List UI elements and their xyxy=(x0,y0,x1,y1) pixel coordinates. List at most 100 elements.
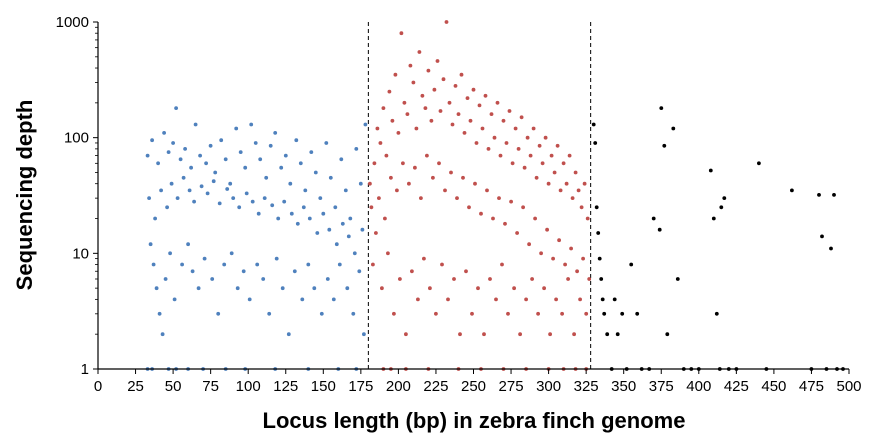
data-point xyxy=(419,196,423,201)
data-point xyxy=(602,311,607,316)
x-tick-label: 450 xyxy=(761,378,786,395)
data-point xyxy=(494,297,498,302)
data-point xyxy=(495,100,500,105)
data-point xyxy=(543,135,548,140)
data-point xyxy=(446,297,450,302)
data-point xyxy=(461,175,465,180)
data-point xyxy=(449,170,453,175)
data-point xyxy=(303,188,308,193)
data-point xyxy=(352,251,357,256)
x-tick-label: 175 xyxy=(348,378,373,395)
data-point xyxy=(166,150,171,155)
x-tick-label: 25 xyxy=(127,378,144,395)
data-point xyxy=(790,188,794,193)
data-point xyxy=(575,269,579,274)
data-point xyxy=(714,311,719,316)
data-point xyxy=(351,311,356,316)
data-point xyxy=(438,109,443,113)
data-point xyxy=(324,141,329,145)
data-point xyxy=(318,196,323,201)
data-point xyxy=(757,161,761,166)
data-point xyxy=(600,297,605,302)
data-point xyxy=(659,106,664,110)
data-point xyxy=(399,31,404,36)
data-point xyxy=(378,141,383,145)
data-point xyxy=(507,109,512,113)
data-point xyxy=(416,297,420,302)
data-point xyxy=(402,100,407,105)
data-point xyxy=(190,269,195,274)
data-point xyxy=(435,59,440,63)
data-point xyxy=(662,143,667,148)
x-tick-label: 325 xyxy=(574,378,599,395)
series-1 xyxy=(145,106,368,371)
data-point xyxy=(579,205,584,210)
data-point xyxy=(651,216,656,221)
data-point xyxy=(360,227,365,232)
data-point xyxy=(380,286,384,291)
data-point xyxy=(181,175,186,180)
data-point xyxy=(665,332,670,337)
x-tick-label: 275 xyxy=(499,378,524,395)
data-point xyxy=(561,161,566,166)
data-point xyxy=(157,311,162,316)
data-point xyxy=(282,199,287,204)
data-point xyxy=(564,181,569,186)
data-point xyxy=(276,216,281,221)
data-point xyxy=(393,72,398,77)
data-point xyxy=(458,332,462,337)
data-point xyxy=(307,216,312,221)
data-point xyxy=(381,106,386,110)
data-point xyxy=(292,269,297,274)
data-point xyxy=(202,256,207,261)
data-point xyxy=(570,196,575,201)
data-point xyxy=(486,147,491,151)
data-point xyxy=(192,199,197,204)
series-2 xyxy=(368,20,592,371)
data-point xyxy=(596,231,601,235)
plot-area xyxy=(98,22,849,369)
data-point xyxy=(228,181,233,186)
x-tick-label: 375 xyxy=(649,378,674,395)
data-point xyxy=(196,286,201,291)
vertical-markers xyxy=(367,22,592,369)
data-point xyxy=(193,122,198,127)
data-point xyxy=(151,262,156,267)
data-point xyxy=(204,161,209,166)
data-point xyxy=(413,165,417,170)
data-point xyxy=(516,147,521,151)
data-point xyxy=(482,332,486,337)
data-point xyxy=(172,297,177,302)
x-tick-label: 200 xyxy=(386,378,411,395)
data-point xyxy=(267,311,272,316)
data-point xyxy=(231,196,236,201)
data-point xyxy=(337,262,342,267)
x-tick-label: 0 xyxy=(94,378,102,395)
data-point xyxy=(312,286,317,291)
data-point xyxy=(334,242,339,247)
x-tick-label: 50 xyxy=(165,378,182,395)
y-tick-label: 1000 xyxy=(56,14,89,31)
data-point xyxy=(429,118,434,123)
data-point xyxy=(165,205,170,210)
data-point xyxy=(519,115,524,120)
data-point xyxy=(249,122,254,127)
data-point xyxy=(315,231,320,235)
data-point xyxy=(283,153,288,158)
data-point xyxy=(268,143,273,148)
data-point xyxy=(597,256,602,261)
data-point xyxy=(327,227,332,232)
plot-background xyxy=(98,22,849,369)
data-point xyxy=(187,188,192,193)
data-point xyxy=(345,286,350,291)
data-point xyxy=(199,184,204,189)
data-point xyxy=(225,187,230,191)
data-point xyxy=(363,122,368,127)
data-point xyxy=(447,100,452,105)
x-tick-label: 350 xyxy=(611,378,636,395)
data-point xyxy=(537,143,542,148)
data-point xyxy=(722,196,727,201)
data-point xyxy=(509,199,513,204)
x-tick-label: 500 xyxy=(836,378,861,395)
data-point xyxy=(410,269,414,274)
